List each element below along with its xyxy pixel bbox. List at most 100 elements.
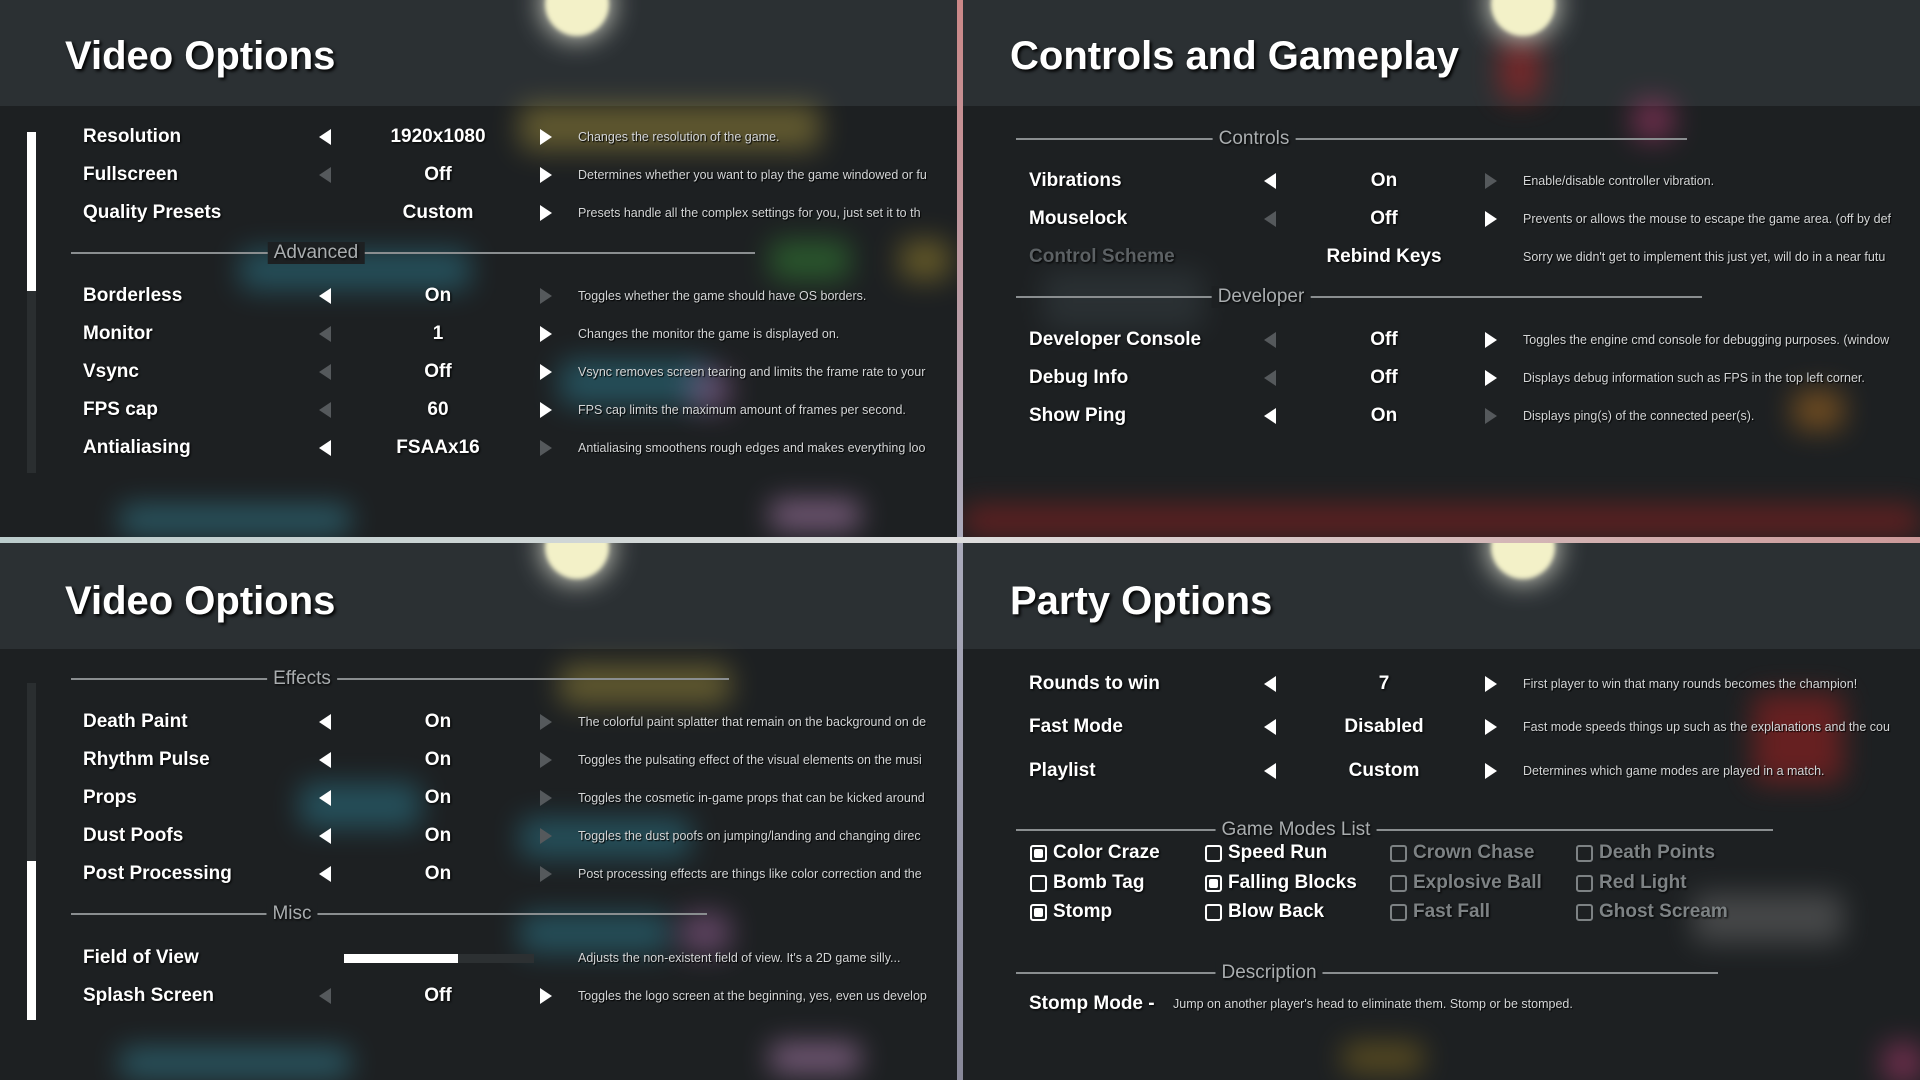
arrow-left-icon[interactable]: [319, 440, 331, 456]
setting-row[interactable]: Resolution 1920x1080 Changes the resolutio…: [0, 122, 957, 152]
arrow-right-icon[interactable]: [540, 752, 552, 768]
fov-slider[interactable]: [344, 954, 534, 963]
game-mode-checkbox[interactable]: Blow Back: [1205, 901, 1324, 923]
checkbox-unchecked-icon[interactable]: [1390, 874, 1407, 892]
setting-row[interactable]: Vsync Off Vsync removes screen tearing and…: [0, 357, 957, 387]
arrow-right-icon[interactable]: [540, 288, 552, 304]
arrow-left-icon[interactable]: [319, 402, 331, 418]
setting-row[interactable]: Splash Screen Off Toggles the logo screen …: [0, 981, 957, 1011]
game-mode-checkbox[interactable]: Bomb Tag: [1030, 872, 1144, 894]
setting-row[interactable]: Borderless On Toggles whether the game sho…: [0, 281, 957, 311]
setting-row[interactable]: Vibrations On Enable/disable controller vi…: [963, 166, 1920, 196]
section-divider: [71, 913, 707, 915]
setting-label: Rounds to win: [1029, 673, 1160, 694]
setting-row[interactable]: Post Processing On Post processing effects…: [0, 859, 957, 889]
arrow-right-icon[interactable]: [540, 714, 552, 730]
arrow-left-icon[interactable]: [319, 828, 331, 844]
arrow-left-icon[interactable]: [319, 988, 331, 1004]
arrow-left-icon[interactable]: [319, 714, 331, 730]
arrow-right-icon[interactable]: [1485, 370, 1497, 386]
arrow-right-icon[interactable]: [540, 129, 552, 145]
game-mode-checkbox[interactable]: Falling Blocks: [1205, 872, 1357, 894]
checkbox-unchecked-icon[interactable]: [1390, 903, 1407, 921]
arrow-right-icon[interactable]: [540, 205, 552, 221]
setting-row[interactable]: FPS cap 60 FPS cap limits the maximum amou…: [0, 395, 957, 425]
arrow-right-icon[interactable]: [540, 402, 552, 418]
game-mode-checkbox[interactable]: Speed Run: [1205, 842, 1327, 864]
arrow-left-icon[interactable]: [319, 790, 331, 806]
arrow-left-icon[interactable]: [319, 129, 331, 145]
arrow-left-icon[interactable]: [1264, 408, 1276, 424]
arrow-left-icon[interactable]: [319, 866, 331, 882]
setting-label: Quality Presets: [83, 202, 222, 223]
arrow-right-icon[interactable]: [1485, 763, 1497, 779]
checkbox-checked-icon[interactable]: [1205, 874, 1222, 892]
arrow-left-icon[interactable]: [1264, 332, 1276, 348]
setting-row[interactable]: Monitor 1 Changes the monitor the game is …: [0, 319, 957, 349]
checkbox-checked-icon[interactable]: [1030, 903, 1047, 921]
scrollbar-track[interactable]: [27, 683, 36, 1020]
arrow-right-icon[interactable]: [540, 988, 552, 1004]
arrow-right-icon[interactable]: [1485, 332, 1497, 348]
checkbox-unchecked-icon[interactable]: [1030, 874, 1047, 892]
scrollbar-track[interactable]: [27, 132, 36, 473]
arrow-left-icon[interactable]: [319, 326, 331, 342]
arrow-right-icon[interactable]: [540, 790, 552, 806]
arrow-left-icon[interactable]: [319, 364, 331, 380]
arrow-right-icon[interactable]: [1485, 408, 1497, 424]
arrow-left-icon[interactable]: [1264, 763, 1276, 779]
arrow-left-icon[interactable]: [1264, 719, 1276, 735]
background-blur: [1043, 270, 1203, 330]
setting-row[interactable]: Props On Toggles the cosmetic in-game prop…: [0, 783, 957, 813]
checkbox-unchecked-icon[interactable]: [1576, 903, 1593, 921]
arrow-right-icon[interactable]: [1485, 719, 1497, 735]
game-mode-checkbox[interactable]: Explosive Ball: [1390, 872, 1542, 894]
arrow-left-icon[interactable]: [319, 752, 331, 768]
setting-row[interactable]: Fullscreen Off Determines whether you want…: [0, 160, 957, 190]
setting-row[interactable]: Rhythm Pulse On Toggles the pulsating effe…: [0, 745, 957, 775]
arrow-right-icon[interactable]: [540, 326, 552, 342]
setting-row[interactable]: Developer Console Off Toggles the engine c…: [963, 325, 1920, 355]
checkbox-unchecked-icon[interactable]: [1390, 844, 1407, 862]
arrow-right-icon[interactable]: [1485, 676, 1497, 692]
setting-row-fov[interactable]: Field of View Adjusts the non-existent fi…: [0, 943, 957, 973]
scrollbar-thumb[interactable]: [27, 861, 36, 1020]
checkbox-checked-icon[interactable]: [1030, 844, 1047, 862]
arrow-right-icon[interactable]: [540, 167, 552, 183]
checkbox-unchecked-icon[interactable]: [1205, 844, 1222, 862]
arrow-left-icon[interactable]: [1264, 173, 1276, 189]
game-mode-checkbox[interactable]: Red Light: [1576, 872, 1687, 894]
game-mode-checkbox[interactable]: Ghost Scream: [1576, 901, 1728, 923]
checkbox-unchecked-icon[interactable]: [1576, 874, 1593, 892]
checkbox-unchecked-icon[interactable]: [1205, 903, 1222, 921]
setting-row[interactable]: Fast Mode Disabled Fast mode speeds things…: [963, 712, 1920, 742]
setting-row[interactable]: Death Paint On The colorful paint splatter…: [0, 707, 957, 737]
arrow-right-icon[interactable]: [540, 440, 552, 456]
setting-row[interactable]: Quality Presets Custom Presets handle all …: [0, 198, 957, 228]
setting-row[interactable]: Mouselock Off Prevents or allows the mouse…: [963, 204, 1920, 234]
game-mode-checkbox[interactable]: Color Craze: [1030, 842, 1160, 864]
arrow-right-icon[interactable]: [540, 866, 552, 882]
game-mode-checkbox[interactable]: Death Points: [1576, 842, 1715, 864]
arrow-right-icon[interactable]: [1485, 211, 1497, 227]
game-mode-checkbox[interactable]: Crown Chase: [1390, 842, 1534, 864]
arrow-left-icon[interactable]: [319, 288, 331, 304]
game-mode-checkbox[interactable]: Fast Fall: [1390, 901, 1490, 923]
arrow-right-icon[interactable]: [540, 364, 552, 380]
game-mode-checkbox[interactable]: Stomp: [1030, 901, 1112, 923]
arrow-left-icon[interactable]: [1264, 676, 1276, 692]
arrow-left-icon[interactable]: [319, 167, 331, 183]
arrow-right-icon[interactable]: [540, 828, 552, 844]
setting-row[interactable]: Playlist Custom Determines which game mode…: [963, 756, 1920, 786]
setting-row[interactable]: Dust Poofs On Toggles the dust poofs on ju…: [0, 821, 957, 851]
arrow-left-icon[interactable]: [1264, 370, 1276, 386]
setting-row[interactable]: Rounds to win 7 First player to win that m…: [963, 669, 1920, 699]
setting-row[interactable]: Show Ping On Displays ping(s) of the conne…: [963, 401, 1920, 431]
setting-row[interactable]: Antialiasing FSAAx16 Antialiasing smoothen…: [0, 433, 957, 463]
checkbox-unchecked-icon[interactable]: [1576, 844, 1593, 862]
setting-row[interactable]: Debug Info Off Displays debug information …: [963, 363, 1920, 393]
scrollbar-thumb[interactable]: [27, 132, 36, 291]
arrow-left-icon[interactable]: [1264, 211, 1276, 227]
arrow-right-icon[interactable]: [1485, 173, 1497, 189]
setting-row[interactable]: Control Scheme Rebind Keys Sorry we didn't…: [963, 242, 1920, 272]
